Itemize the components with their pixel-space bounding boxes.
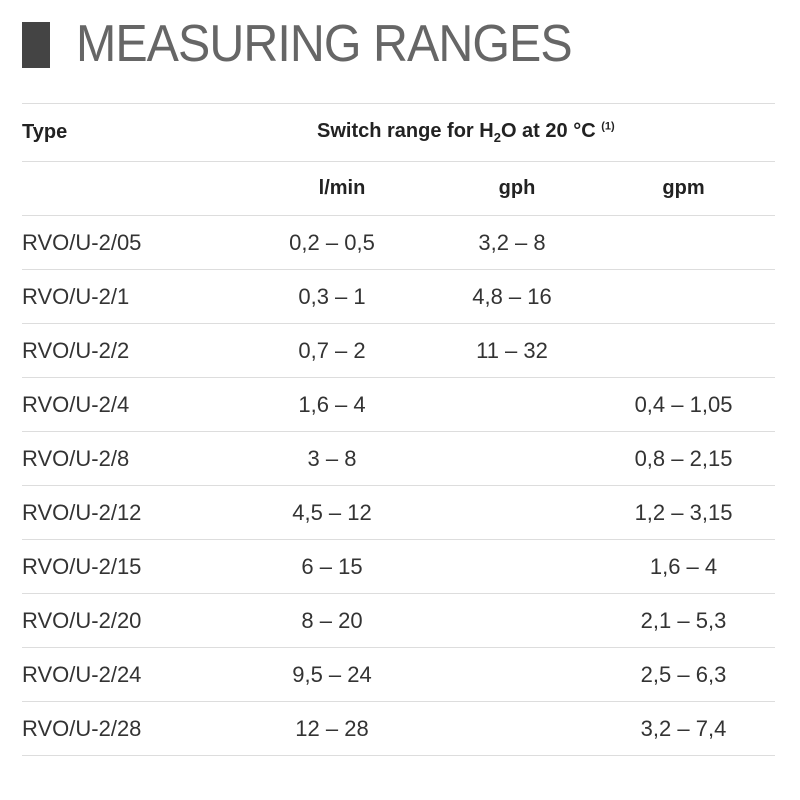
table-row: RVO/U-2/05 0,2 – 0,5 3,2 – 8 (22, 215, 775, 270)
type-cell: RVO/U-2/05 (22, 215, 242, 270)
table-row: RVO/U-2/1 0,3 – 1 4,8 – 16 (22, 269, 775, 324)
ranges-table: Type Switch range for H2O at 20 °C (1) l… (22, 103, 775, 756)
table-row: RVO/U-2/8 3 – 8 0,8 – 2,15 (22, 431, 775, 486)
empty-cell (442, 539, 592, 594)
range-cell: 0,2 – 0,5 (242, 215, 442, 270)
table-row: RVO/U-2/15 6 – 15 1,6 – 4 (22, 539, 775, 594)
empty-cell (442, 485, 592, 540)
empty-cell (442, 593, 592, 648)
table-row: RVO/U-2/2 0,7 – 2 11 – 32 (22, 323, 775, 378)
range-cell: 11 – 32 (442, 323, 592, 378)
range-cell: 3,2 – 7,4 (592, 701, 775, 756)
range-cell: 6 – 15 (242, 539, 442, 594)
table-row: RVO/U-2/24 9,5 – 24 2,5 – 6,3 (22, 647, 775, 702)
range-cell: 0,7 – 2 (242, 323, 442, 378)
table-row: RVO/U-2/20 8 – 20 2,1 – 5,3 (22, 593, 775, 648)
units-row: l/min gph gpm (22, 161, 775, 216)
table-row: RVO/U-2/12 4,5 – 12 1,2 – 3,15 (22, 485, 775, 540)
empty-cell (442, 431, 592, 486)
range-cell: 1,2 – 3,15 (592, 485, 775, 540)
group-header: Switch range for H2O at 20 °C (1) (242, 103, 775, 162)
range-cell: 4,5 – 12 (242, 485, 442, 540)
type-cell: RVO/U-2/2 (22, 323, 242, 378)
header-row: Type Switch range for H2O at 20 °C (1) (22, 103, 775, 162)
range-cell: 0,3 – 1 (242, 269, 442, 324)
unit-header: gpm (592, 161, 775, 216)
range-cell: 3 – 8 (242, 431, 442, 486)
type-cell: RVO/U-2/4 (22, 377, 242, 432)
type-cell: RVO/U-2/28 (22, 701, 242, 756)
range-cell: 12 – 28 (242, 701, 442, 756)
footnote-ref: (1) (601, 120, 615, 133)
empty-cell (442, 647, 592, 702)
header-text: O at 20 °C (500, 120, 596, 142)
type-header: Type (22, 103, 242, 162)
header-text: Switch range for H (317, 120, 494, 142)
empty-cell (592, 215, 775, 270)
type-cell: RVO/U-2/1 (22, 269, 242, 324)
empty-cell (592, 269, 775, 324)
type-cell: RVO/U-2/20 (22, 593, 242, 648)
unit-header: l/min (242, 161, 442, 216)
range-cell: 8 – 20 (242, 593, 442, 648)
page-title: MEASURING RANGES (76, 15, 573, 73)
header-subscript: 2 (493, 130, 501, 145)
type-cell: RVO/U-2/24 (22, 647, 242, 702)
range-cell: 9,5 – 24 (242, 647, 442, 702)
type-cell: RVO/U-2/15 (22, 539, 242, 594)
empty-cell (442, 377, 592, 432)
table-row: RVO/U-2/28 12 – 28 3,2 – 7,4 (22, 701, 775, 756)
range-cell: 0,8 – 2,15 (592, 431, 775, 486)
range-cell: 2,5 – 6,3 (592, 647, 775, 702)
empty-cell (442, 701, 592, 756)
range-cell: 1,6 – 4 (242, 377, 442, 432)
range-cell: 0,4 – 1,05 (592, 377, 775, 432)
table-row: RVO/U-2/4 1,6 – 4 0,4 – 1,05 (22, 377, 775, 432)
range-cell: 3,2 – 8 (442, 215, 592, 270)
table-body: RVO/U-2/05 0,2 – 0,5 3,2 – 8 RVO/U-2/1 0,3 –… (22, 215, 775, 756)
range-cell: 2,1 – 5,3 (592, 593, 775, 648)
empty-cell (22, 161, 242, 216)
type-cell: RVO/U-2/8 (22, 431, 242, 486)
empty-cell (592, 323, 775, 378)
type-cell: RVO/U-2/12 (22, 485, 242, 540)
title-marker (22, 22, 50, 68)
unit-header: gph (442, 161, 592, 216)
range-cell: 1,6 – 4 (592, 539, 775, 594)
range-cell: 4,8 – 16 (442, 269, 592, 324)
